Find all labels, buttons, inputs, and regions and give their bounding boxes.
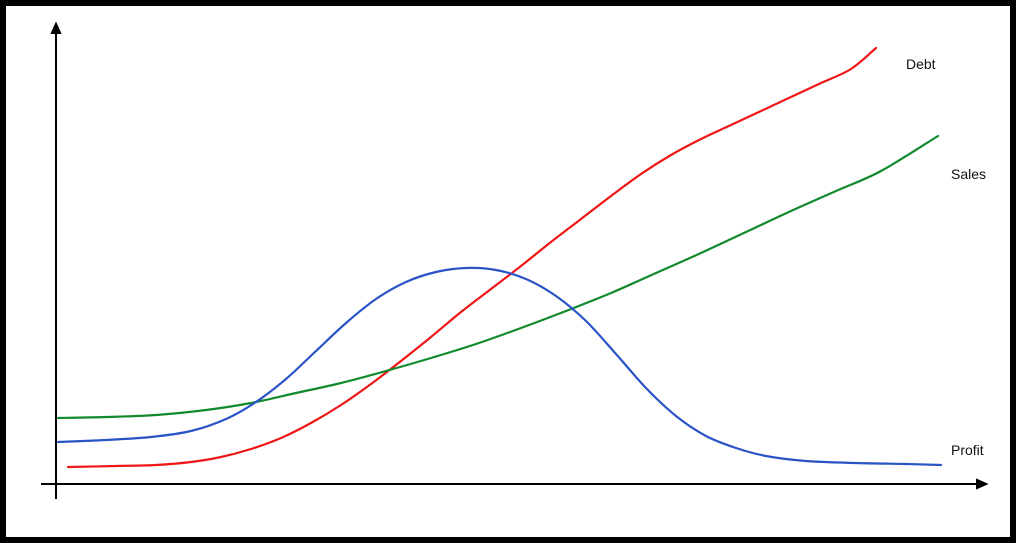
label-sales: Sales [951,166,986,182]
label-profit: Profit [951,442,984,458]
label-debt: Debt [906,56,936,72]
series-sales [58,136,938,418]
series-debt [68,48,876,467]
chart-frame: Debt Sales Profit [6,6,1010,537]
series-profit [58,268,941,465]
line-chart [6,6,1010,537]
